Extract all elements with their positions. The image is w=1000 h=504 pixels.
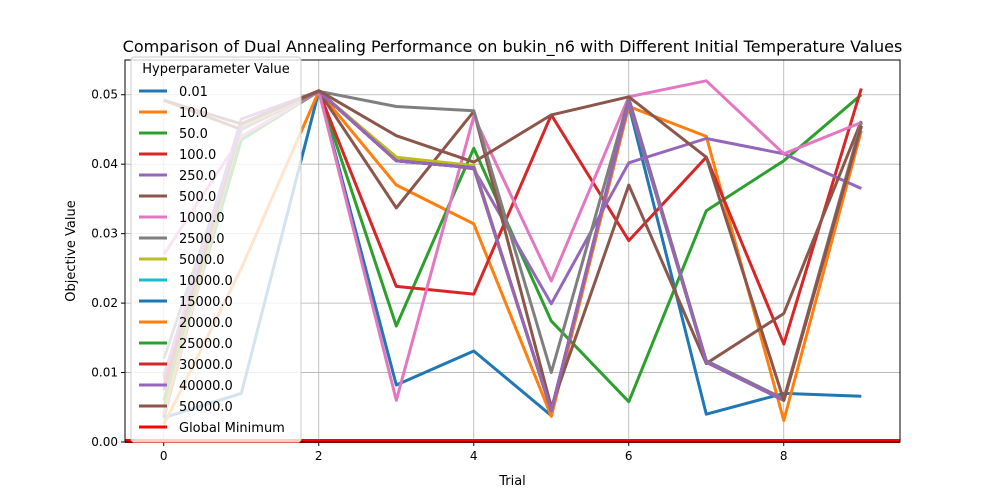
x-tick-label: 2 (315, 449, 323, 463)
y-tick-label: 0.05 (91, 88, 118, 102)
y-tick-label: 0.04 (91, 157, 118, 171)
y-axis-ticks: 0.00 0.01 0.02 0.03 0.04 0.05 (91, 88, 125, 449)
legend-entry-label: 10000.0 (179, 274, 233, 289)
y-tick-label: 0.01 (91, 366, 118, 380)
legend-entry-label: 25000.0 (179, 337, 233, 352)
legend-entry-label: Global Minimum (179, 421, 285, 436)
y-tick-label: 0.02 (91, 296, 118, 310)
legend: Hyperparameter Value 0.01 10.0 50.0 100.0 250… (130, 56, 302, 443)
legend-entry-label: 30000.0 (179, 358, 233, 373)
y-tick-label: 0.03 (91, 227, 118, 241)
legend-title: Hyperparameter Value (142, 62, 290, 77)
x-tick-label: 4 (470, 449, 478, 463)
legend-entry-label: 40000.0 (179, 379, 233, 394)
legend-entry-label: 1000.0 (179, 211, 225, 226)
legend-entry-label: 2500.0 (179, 232, 225, 247)
legend-entry-label: 5000.0 (179, 253, 225, 268)
legend-entry-label: 50.0 (179, 127, 208, 142)
legend-entry-label: 250.0 (179, 169, 216, 184)
y-axis-label: Objective Value (64, 200, 79, 301)
legend-entry-label: 500.0 (179, 190, 216, 205)
x-tick-label: 0 (160, 449, 168, 463)
x-tick-label: 6 (625, 449, 633, 463)
legend-entry-label: 0.01 (179, 85, 208, 100)
plot-frame (124, 59, 901, 443)
legend-entry-label: 15000.0 (179, 295, 233, 310)
y-tick-label: 0.00 (91, 435, 118, 449)
legend-entry-label: 10.0 (179, 106, 208, 121)
legend-box (130, 56, 302, 443)
x-axis-ticks: 0 2 4 6 8 (160, 442, 788, 463)
chart-title: Comparison of Dual Annealing Performance… (123, 37, 903, 57)
x-tick-label: 8 (780, 449, 788, 463)
x-axis-label: Trial (498, 474, 526, 489)
legend-entry-label: 20000.0 (179, 316, 233, 331)
legend-entry-label: 100.0 (179, 148, 216, 163)
legend-entry-label: 50000.0 (179, 400, 233, 415)
